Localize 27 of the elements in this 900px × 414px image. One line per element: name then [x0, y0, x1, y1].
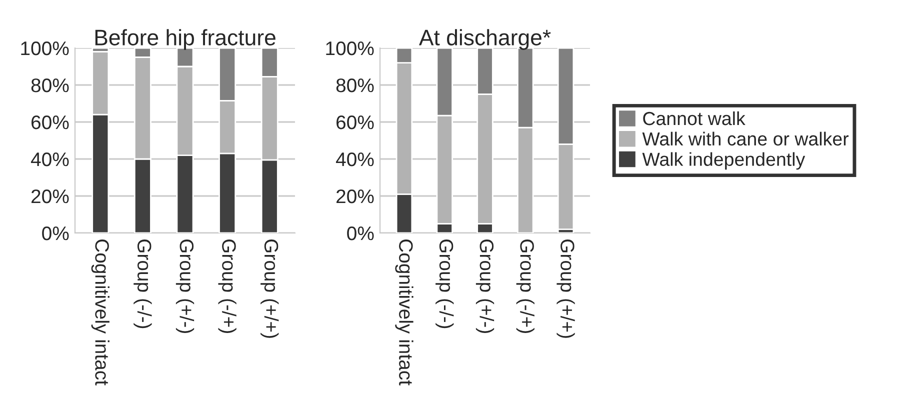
y-tick-label: 80% [31, 78, 69, 92]
legend-label: Walk with cane or walker [642, 132, 849, 146]
x-tick-label: Group (+/+) [556, 240, 575, 338]
y-tick-label: 0% [42, 226, 69, 240]
chart-title: Before hip fracture [95, 29, 276, 50]
x-tick-label: Cognitively intact [91, 240, 110, 386]
y-tick-label: 100% [326, 41, 374, 56]
chart-title: At discharge* [418, 29, 551, 50]
y-tick-label: 100% [21, 41, 69, 56]
y-tick-label: 60% [32, 115, 69, 130]
y-tick-label: 40% [30, 152, 69, 166]
x-tick-label: Group (+/-) [176, 240, 194, 333]
x-tick-label: Cognitively intact [395, 240, 414, 386]
y-tick-label: 80% [336, 78, 374, 92]
y-tick-label: 20% [32, 189, 69, 204]
x-tick-label: Group (+/-) [476, 240, 494, 333]
x-tick-label: Group (-/-) [436, 240, 454, 328]
x-tick-label: Group (-/+) [218, 240, 236, 333]
y-tick-label: 40% [336, 152, 374, 166]
y-tick-label: 20% [336, 189, 374, 204]
x-tick-label: Group (-/+) [516, 240, 534, 333]
y-tick-label: 60% [336, 115, 374, 130]
x-tick-label: Group (+/+) [260, 240, 279, 338]
y-tick-label: 0% [347, 226, 374, 240]
legend-label: Walk independently [642, 152, 806, 170]
x-tick-label: Group (-/-) [134, 240, 152, 328]
legend-label: Cannot walk [643, 111, 746, 126]
